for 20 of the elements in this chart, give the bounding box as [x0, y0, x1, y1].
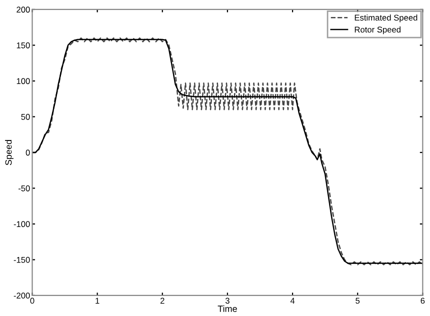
x-tick-label: 1	[96, 298, 100, 304]
y-tick-label: 200	[16, 6, 30, 13]
x-tick-label: 3	[225, 298, 230, 304]
x-axis-title: Time	[218, 305, 237, 312]
x-tick-label: 2	[160, 298, 164, 304]
y-tick-label: -50	[18, 185, 30, 192]
x-tick-label: 4	[290, 298, 295, 304]
y-tick-label: -150	[14, 256, 30, 263]
x-tick-label: 6	[420, 298, 425, 304]
legend-label: Rotor Speed	[354, 26, 400, 34]
y-tick-label: 150	[16, 42, 30, 48]
y-tick-label: -200	[14, 292, 30, 299]
x-tick-label: 5	[356, 298, 360, 304]
y-tick-label: -100	[14, 221, 30, 228]
y-axis-title: Speed	[5, 140, 14, 166]
y-tick-label: 50	[21, 114, 30, 120]
x-tick-label: 0	[30, 298, 34, 304]
legend-label: Estimated Speed	[354, 14, 418, 22]
y-tick-label: 0	[26, 150, 30, 156]
y-tick-label: 100	[16, 78, 30, 84]
